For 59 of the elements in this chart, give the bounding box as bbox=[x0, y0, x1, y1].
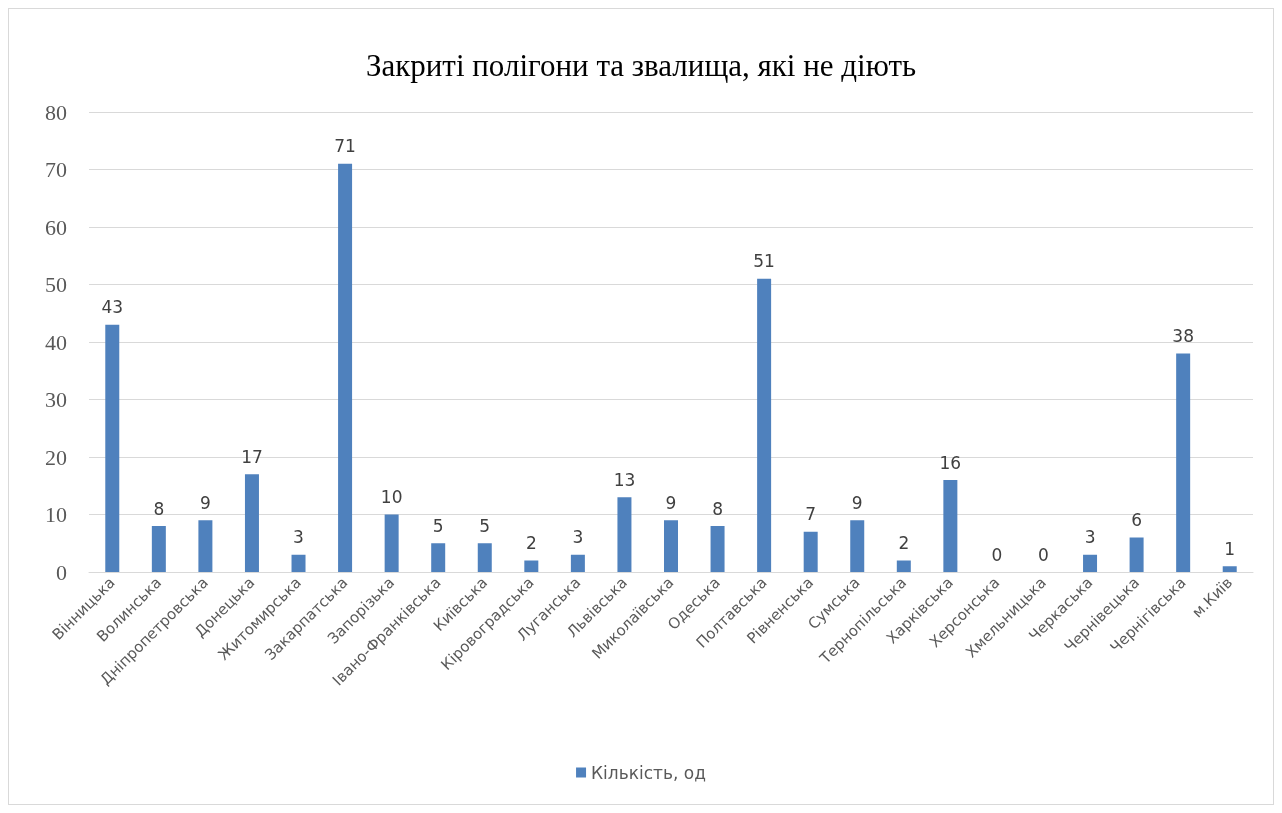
y-tick-label: 0 bbox=[56, 559, 67, 585]
legend-label: Кількість, од bbox=[591, 762, 706, 783]
data-label: 3 bbox=[1084, 527, 1096, 548]
data-label: 10 bbox=[380, 487, 403, 507]
bar bbox=[384, 514, 399, 572]
bar bbox=[338, 163, 353, 572]
data-label: 8 bbox=[153, 498, 165, 519]
data-label: 5 bbox=[479, 515, 491, 536]
data-label: 8 bbox=[712, 498, 723, 519]
bar bbox=[524, 560, 539, 572]
bar bbox=[570, 554, 585, 572]
bar bbox=[151, 526, 166, 572]
bar bbox=[198, 520, 213, 572]
y-tick-label: 80 bbox=[45, 99, 67, 125]
bar bbox=[850, 520, 865, 572]
data-label: 9 bbox=[665, 492, 677, 513]
bar bbox=[291, 554, 306, 572]
bar bbox=[431, 543, 446, 572]
bar bbox=[896, 560, 911, 572]
bar bbox=[477, 543, 492, 572]
data-label: 3 bbox=[572, 527, 584, 548]
bar bbox=[1222, 566, 1237, 572]
data-label: 2 bbox=[898, 533, 910, 553]
data-label: 71 bbox=[334, 136, 356, 157]
bar bbox=[1129, 537, 1144, 572]
data-label: 9 bbox=[199, 492, 211, 513]
bar bbox=[617, 497, 632, 572]
bar bbox=[664, 520, 678, 572]
data-label: 9 bbox=[851, 492, 863, 513]
y-tick-label: 10 bbox=[45, 502, 67, 527]
data-label: 17 bbox=[241, 446, 263, 467]
data-label: 13 bbox=[613, 469, 636, 490]
data-label: 5 bbox=[432, 515, 444, 536]
y-tick-label: 70 bbox=[45, 157, 67, 182]
bar bbox=[943, 480, 958, 572]
data-label: 7 bbox=[805, 504, 817, 525]
data-label: 43 bbox=[101, 297, 124, 318]
bar bbox=[1083, 554, 1098, 572]
y-tick-label: 40 bbox=[45, 329, 67, 355]
bar bbox=[105, 324, 120, 572]
y-tick-label: 20 bbox=[45, 444, 67, 470]
data-label: 6 bbox=[1131, 510, 1143, 530]
data-label: 16 bbox=[939, 452, 962, 473]
bar bbox=[757, 278, 772, 572]
data-label: 38 bbox=[1172, 326, 1194, 346]
y-tick-label: 50 bbox=[45, 272, 67, 297]
bar bbox=[244, 474, 259, 572]
y-tick-label: 30 bbox=[45, 387, 67, 412]
bar bbox=[1176, 353, 1191, 572]
bar bbox=[710, 526, 725, 572]
y-tick-label: 60 bbox=[45, 214, 67, 240]
data-label: 1 bbox=[1224, 538, 1236, 559]
data-label: 0 bbox=[991, 544, 1003, 565]
bar bbox=[803, 531, 818, 572]
data-label: 2 bbox=[525, 533, 537, 553]
data-label: 3 bbox=[293, 527, 304, 548]
data-label: 0 bbox=[1038, 544, 1049, 565]
data-label: 51 bbox=[753, 251, 775, 272]
chart-title: Закриті полігони та звалища, які не діють bbox=[365, 48, 917, 83]
